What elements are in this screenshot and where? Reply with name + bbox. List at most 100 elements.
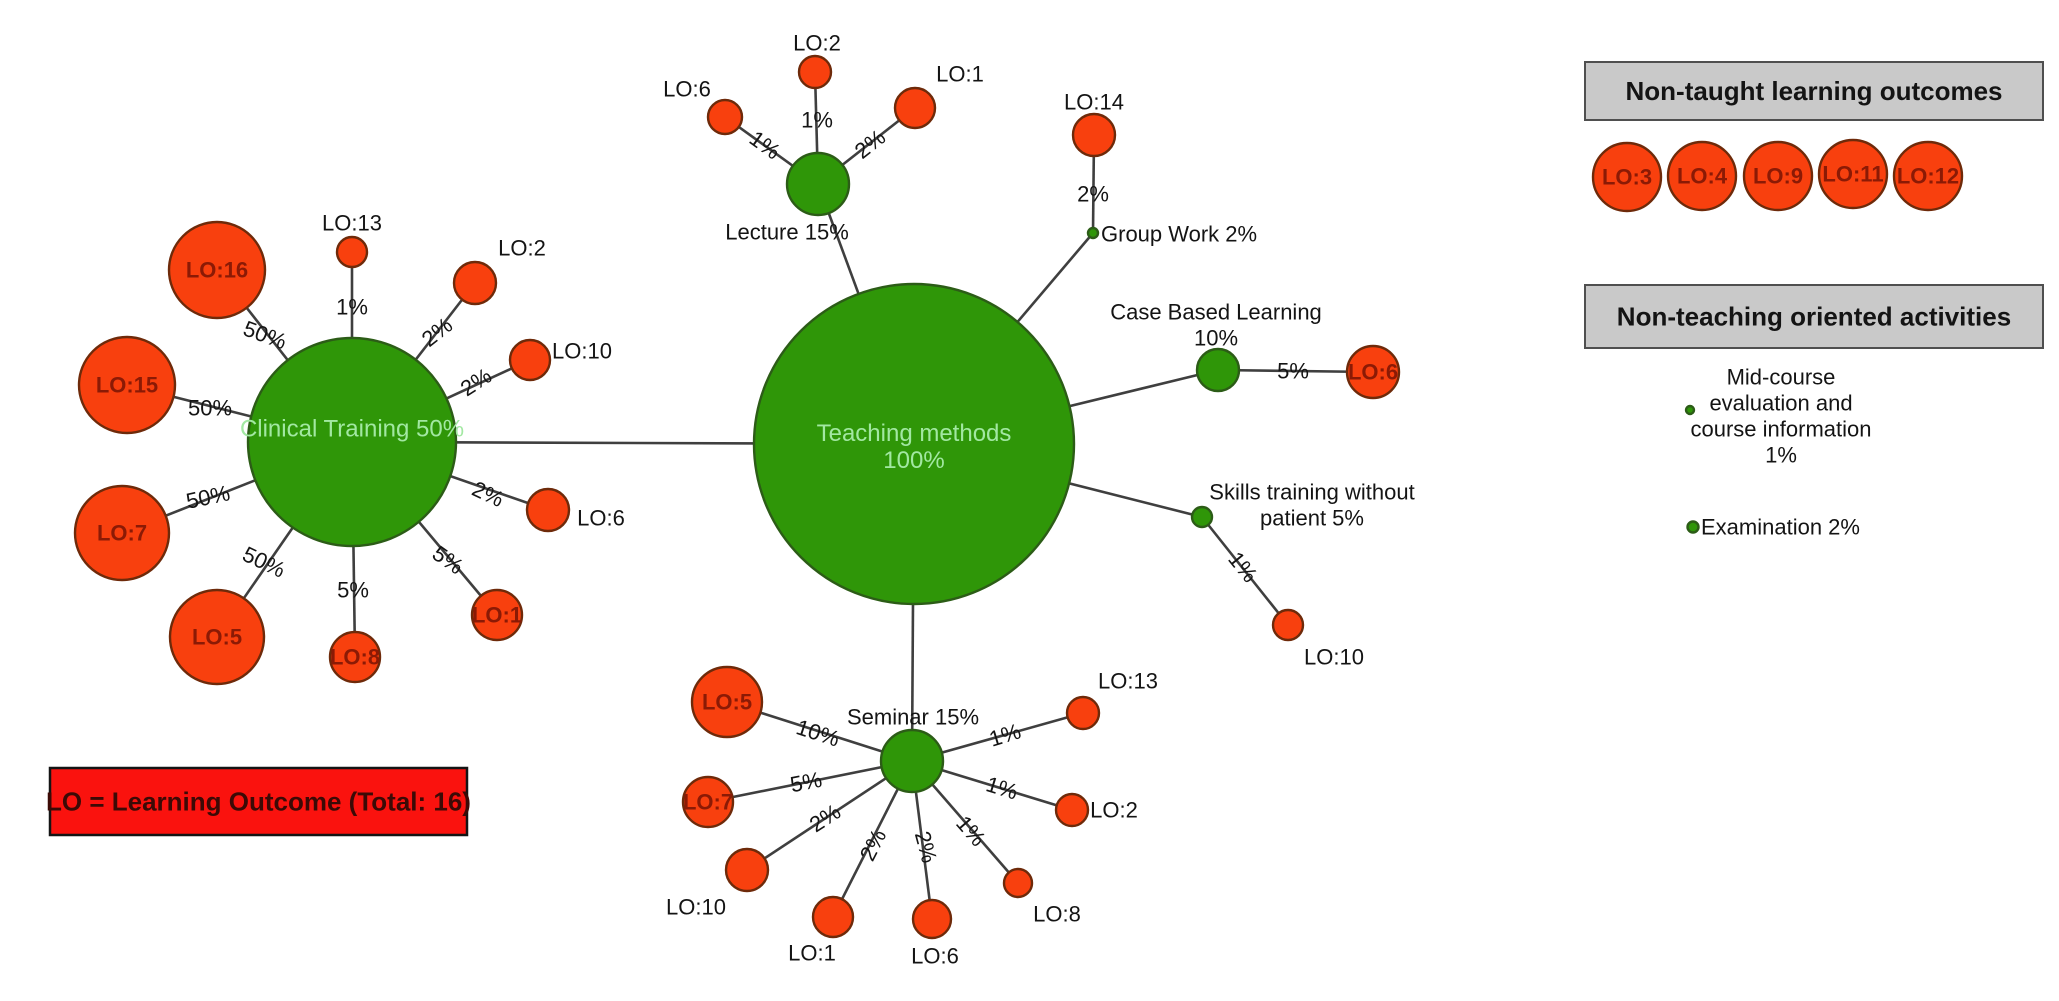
legend-label: LO = Learning Outcome (Total: 16) <box>46 787 471 817</box>
edge-line <box>707 759 913 804</box>
edge-label: 2% <box>850 124 890 163</box>
seminar-lo1-node <box>811 895 855 939</box>
panel-lo3-node <box>1591 141 1663 213</box>
edge-label: 5% <box>1277 359 1309 384</box>
skills-label-line1: Skills training without <box>1209 480 1414 505</box>
clinical-lo16-node-label: LO:16 <box>186 258 248 283</box>
seminar-lo2-label: LO:2 <box>1090 798 1138 823</box>
clinical-lo10-node <box>508 338 552 382</box>
edge-line <box>1200 516 1290 626</box>
edge-label: 50% <box>239 541 289 582</box>
panel-lo9-node <box>1742 140 1814 212</box>
clinical-lo6-label: LO:6 <box>577 506 625 531</box>
lecture-label: Lecture 15% <box>725 220 849 245</box>
edge-label: 1% <box>745 126 785 165</box>
seminar-lo7-node <box>681 775 735 829</box>
panel-lo4-node <box>1666 140 1738 212</box>
seminar-lo13-label: LO:13 <box>1098 669 1158 694</box>
panel-lo11-node <box>1817 138 1889 210</box>
seminar-lo5-node <box>690 665 764 739</box>
seminar-node <box>879 728 945 794</box>
edge-label: 1% <box>801 108 833 133</box>
edge-label: 2% <box>1077 182 1109 207</box>
edge-label: 1% <box>336 295 368 320</box>
clinical-lo5-node-label: LO:5 <box>192 625 242 650</box>
teaching-methods-node-label: 100% <box>883 447 944 474</box>
case-based-lo6-node <box>1345 344 1401 400</box>
panel-lo3-node-label: LO:3 <box>1602 165 1652 190</box>
clinical-lo2-label: LO:2 <box>498 236 546 261</box>
panel-lo12-node-label: LO:12 <box>1897 164 1959 189</box>
midcourse-line4: 1% <box>1765 443 1797 468</box>
skills-label-line2: patient 5% <box>1260 506 1364 531</box>
edge-label: 50% <box>188 396 232 421</box>
clinical-lo13-label: LO:13 <box>322 211 382 236</box>
case-based-lo6-node-label: LO:6 <box>1348 360 1398 385</box>
clinical-lo15-node-label: LO:15 <box>96 373 158 398</box>
clinical-training-node-label: Clinical Training 50% <box>240 416 464 443</box>
skills-training-node <box>1190 505 1214 529</box>
lo14-label: LO:14 <box>1064 90 1124 115</box>
clinical-lo8-node <box>328 630 382 684</box>
clinical-lo1-node-label: LO:1 <box>472 603 522 628</box>
edge-label: 2% <box>456 363 496 401</box>
clinical-lo6-node <box>525 487 571 533</box>
edge-label: 1% <box>986 718 1024 751</box>
lecture-lo1-label: LO:1 <box>936 62 984 87</box>
examination-dot <box>1686 520 1700 534</box>
skills-lo10-node <box>1271 608 1305 642</box>
lecture-node <box>785 151 851 217</box>
lecture-lo2-node <box>797 54 833 90</box>
examination-label: Examination 2% <box>1701 515 1860 540</box>
seminar-lo10-label: LO:10 <box>666 895 726 920</box>
seminar-lo6-node <box>911 898 953 940</box>
teaching-methods-node <box>752 282 1076 606</box>
clinical-lo16-node <box>167 220 267 320</box>
seminar-lo2-node <box>1054 792 1090 828</box>
clinical-lo5-node <box>168 588 266 686</box>
lecture-lo1-node <box>893 86 937 130</box>
edge-label: 10% <box>793 714 843 751</box>
seminar-lo13-node <box>1065 695 1101 731</box>
edge-label: 2% <box>910 828 942 865</box>
case-based-learning-node <box>1195 347 1241 393</box>
seminar-lo10-node <box>724 847 770 893</box>
seminar-label: Seminar 15% <box>847 705 979 730</box>
edge-label: 1% <box>983 771 1021 804</box>
seminar-lo7-node-label: LO:7 <box>683 790 733 815</box>
seminar-lo8-label: LO:8 <box>1033 902 1081 927</box>
edge-line <box>746 759 913 872</box>
clinical-lo7-node <box>73 484 171 582</box>
edge-label: 50% <box>184 480 232 514</box>
teaching-methods-node-label: Teaching methods <box>817 420 1012 447</box>
group-work-lo14-node <box>1071 112 1117 158</box>
clinical-lo7-node-label: LO:7 <box>97 521 147 546</box>
midcourse-dot <box>1684 404 1696 416</box>
lecture-lo6-label: LO:6 <box>663 77 711 102</box>
edge-label: 2% <box>855 825 892 865</box>
legend-box <box>48 766 469 837</box>
edge-label: 5% <box>788 767 824 798</box>
skills-lo10-label: LO:10 <box>1304 645 1364 670</box>
seminar-lo5-node-label: LO:5 <box>702 690 752 715</box>
seminar-lo8-node <box>1002 867 1034 899</box>
seminar-lo6-label: LO:6 <box>911 944 959 969</box>
lecture-lo6-node <box>706 98 744 136</box>
seminar-lo1-label: LO:1 <box>788 941 836 966</box>
group-work-node <box>1086 226 1100 240</box>
edge-label: 5% <box>337 578 369 603</box>
panel-lo4-node-label: LO:4 <box>1677 164 1728 189</box>
clinical-lo8-node-label: LO:8 <box>330 645 380 670</box>
midcourse-line3: course information <box>1691 417 1872 442</box>
clinical-training-node <box>246 336 458 548</box>
clinical-lo1-node <box>470 588 524 642</box>
non-teaching-header-label: Non-teaching oriented activities <box>1617 302 2011 332</box>
edge-label: 2% <box>805 799 845 837</box>
edge-label: 2% <box>468 476 507 512</box>
clinical-lo2-node <box>452 260 498 306</box>
panel-lo11-node-label: LO:11 <box>1822 162 1883 187</box>
clinical-lo15-node <box>77 335 177 435</box>
case-based-label-line2: 10% <box>1194 326 1238 351</box>
case-based-label-line1: Case Based Learning <box>1110 300 1322 325</box>
